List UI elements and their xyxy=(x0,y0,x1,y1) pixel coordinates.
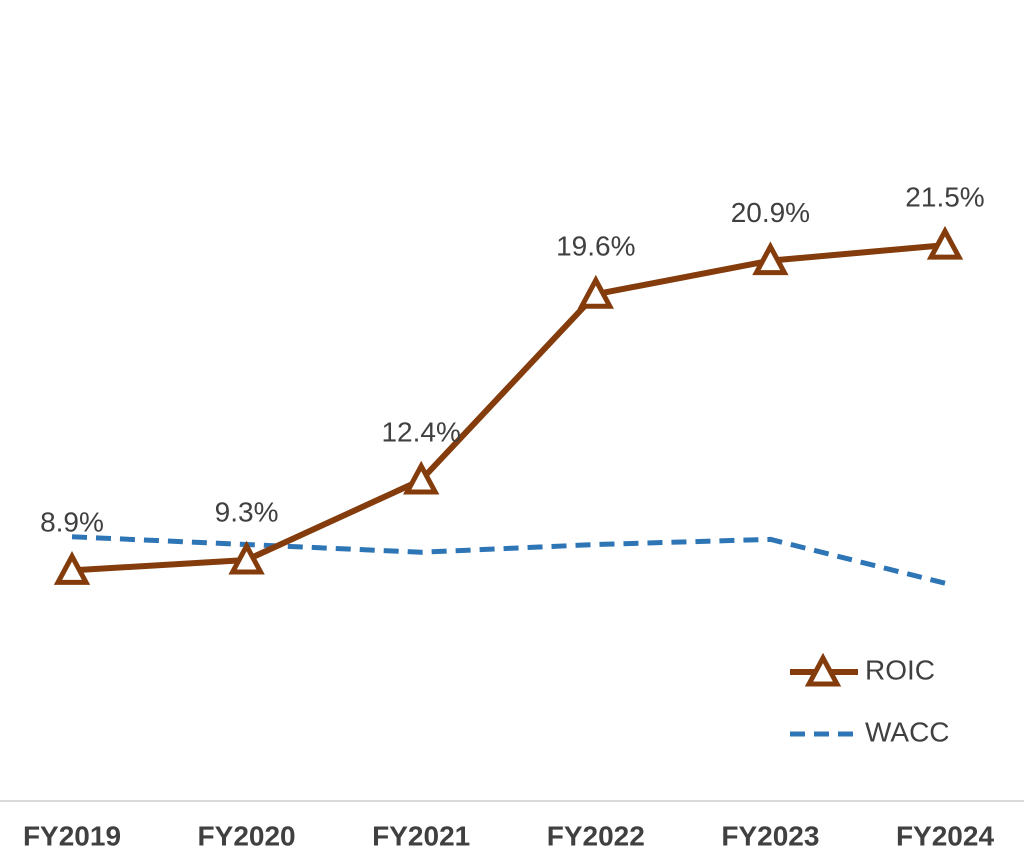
marker xyxy=(403,460,440,495)
series-line xyxy=(71,534,946,586)
x-tick-label: FY2019 xyxy=(23,820,121,851)
marker xyxy=(228,540,265,575)
legend-label: ROIC xyxy=(865,654,935,685)
x-tick-label: FY2023 xyxy=(721,820,819,851)
data-label: 20.9% xyxy=(731,197,810,228)
marker xyxy=(752,241,789,276)
x-tick-label: FY2020 xyxy=(198,820,296,851)
data-label: 12.4% xyxy=(381,416,460,447)
data-label: 19.6% xyxy=(556,231,635,262)
marker xyxy=(926,225,964,260)
legend-label: WACC xyxy=(865,716,950,747)
x-tick-label: FY2024 xyxy=(896,820,994,851)
data-label: 21.5% xyxy=(905,182,984,213)
marker xyxy=(577,274,614,309)
data-label: 9.3% xyxy=(215,496,279,527)
x-tick-label: FY2022 xyxy=(547,820,645,851)
series-line xyxy=(71,242,946,574)
data-label: 8.9% xyxy=(40,507,104,538)
marker xyxy=(53,551,91,585)
x-tick-label: FY2021 xyxy=(372,820,470,851)
legend-marker xyxy=(804,652,842,687)
